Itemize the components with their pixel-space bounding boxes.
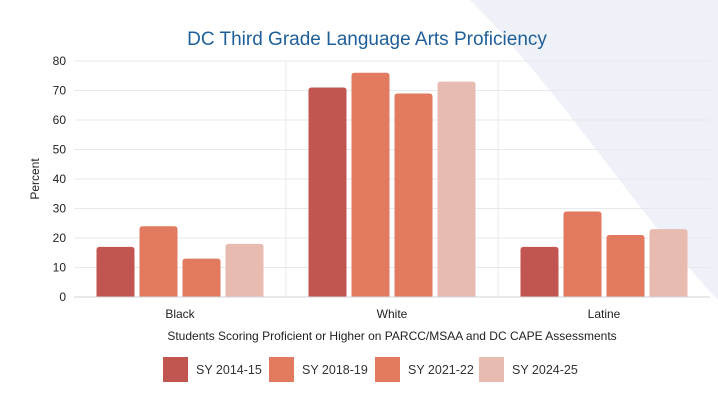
y-axis-label: Percent xyxy=(28,158,42,200)
y-axis-ticks: 0 10 20 30 40 50 60 70 80 xyxy=(53,54,67,304)
y-tick-label: 20 xyxy=(53,231,67,245)
y-tick-label: 30 xyxy=(53,202,67,216)
legend-label: SY 2024-25 xyxy=(512,363,578,377)
gridlines xyxy=(74,60,710,268)
legend-label: SY 2018-19 xyxy=(302,363,368,377)
bar xyxy=(308,87,347,297)
y-tick-label: 80 xyxy=(53,54,67,68)
legend-swatch xyxy=(375,357,400,382)
bar xyxy=(563,211,602,297)
background-swoosh xyxy=(470,0,718,300)
legend-swatch xyxy=(479,357,504,382)
bars xyxy=(96,72,688,298)
bar xyxy=(520,246,559,297)
y-tick-label: 60 xyxy=(53,113,67,127)
x-tick-label: Black xyxy=(165,307,195,321)
bar xyxy=(182,258,221,297)
bar xyxy=(606,235,645,297)
legend-label: SY 2014-15 xyxy=(196,363,262,377)
bar xyxy=(351,72,390,297)
chart-title: DC Third Grade Language Arts Proficiency xyxy=(187,29,547,50)
x-tick-label: White xyxy=(377,307,408,321)
y-tick-label: 10 xyxy=(53,261,67,275)
legend-swatch xyxy=(163,357,188,382)
bar xyxy=(394,93,433,297)
x-axis-ticks: Black White Latine xyxy=(165,307,620,321)
category-separators xyxy=(285,61,499,297)
x-tick-label: Latine xyxy=(588,307,621,321)
bar xyxy=(225,243,264,297)
y-tick-label: 0 xyxy=(59,290,66,304)
legend-swatch xyxy=(269,357,294,382)
bar xyxy=(437,81,476,298)
bar xyxy=(96,246,135,297)
y-tick-label: 40 xyxy=(53,172,67,186)
bar xyxy=(649,229,688,297)
y-tick-label: 50 xyxy=(53,143,67,157)
legend: SY 2014-15 SY 2018-19 SY 2021-22 SY 2024-25 xyxy=(163,357,578,382)
x-axis-label: Students Scoring Proficient or Higher on… xyxy=(167,329,616,343)
bar xyxy=(139,226,178,297)
y-tick-label: 70 xyxy=(53,84,67,98)
legend-label: SY 2021-22 xyxy=(408,363,474,377)
